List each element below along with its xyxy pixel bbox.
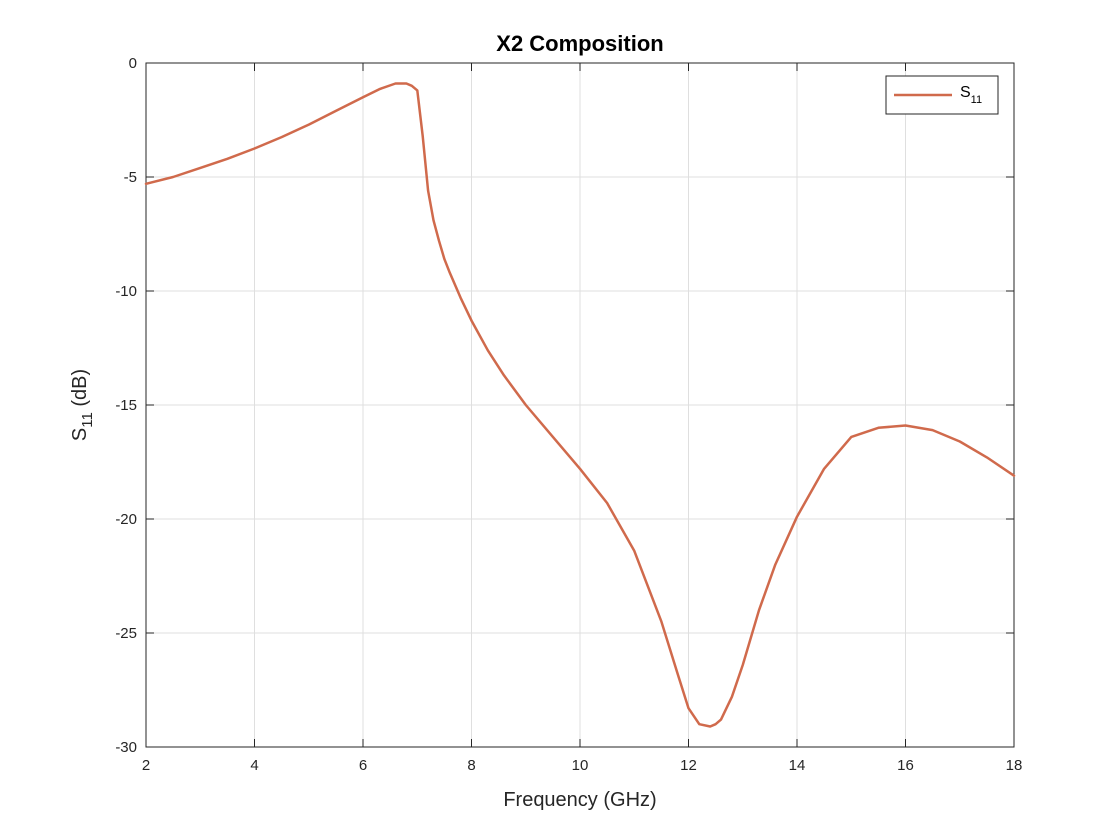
x-tick-label: 4	[250, 757, 258, 774]
y-axis-title-main: S	[69, 428, 91, 441]
y-tick-label: -10	[115, 283, 137, 300]
chart-title: X2 Composition	[496, 31, 663, 56]
series-line-s11	[144, 82, 1016, 728]
x-axis-title: Frequency (GHz)	[503, 789, 656, 811]
y-axis-title-sub: 11	[79, 412, 96, 428]
series-layer	[144, 82, 1016, 728]
y-axis-title-unit: (dB)	[69, 369, 91, 412]
axis-ticks: 2 4 6 8 10 12 14 16 18 0 -5 -10 -15 -20 -25 -30	[115, 55, 1022, 774]
x-tick-label: 10	[572, 757, 589, 774]
y-axis-title: S11 (dB)	[69, 369, 96, 441]
x-tick-label: 12	[680, 757, 697, 774]
y-tick-label: -15	[115, 397, 137, 414]
x-tick-label: 14	[789, 757, 806, 774]
legend-label-main: S	[960, 84, 971, 101]
x-tick-label: 6	[359, 757, 367, 774]
x-tick-label: 16	[897, 757, 914, 774]
x-tick-label: 8	[467, 757, 475, 774]
legend-label-sub: 11	[971, 94, 982, 106]
y-tick-label: -5	[124, 169, 137, 186]
legend: S11	[885, 75, 999, 115]
y-tick-label: -30	[115, 739, 137, 756]
y-tick-label: 0	[129, 55, 137, 72]
x-tick-label: 18	[1006, 757, 1023, 774]
y-tick-label: -25	[115, 625, 137, 642]
grid	[145, 62, 1015, 748]
legend-label: S11	[960, 84, 982, 106]
x-tick-label: 2	[142, 757, 150, 774]
y-tick-label: -20	[115, 511, 137, 528]
